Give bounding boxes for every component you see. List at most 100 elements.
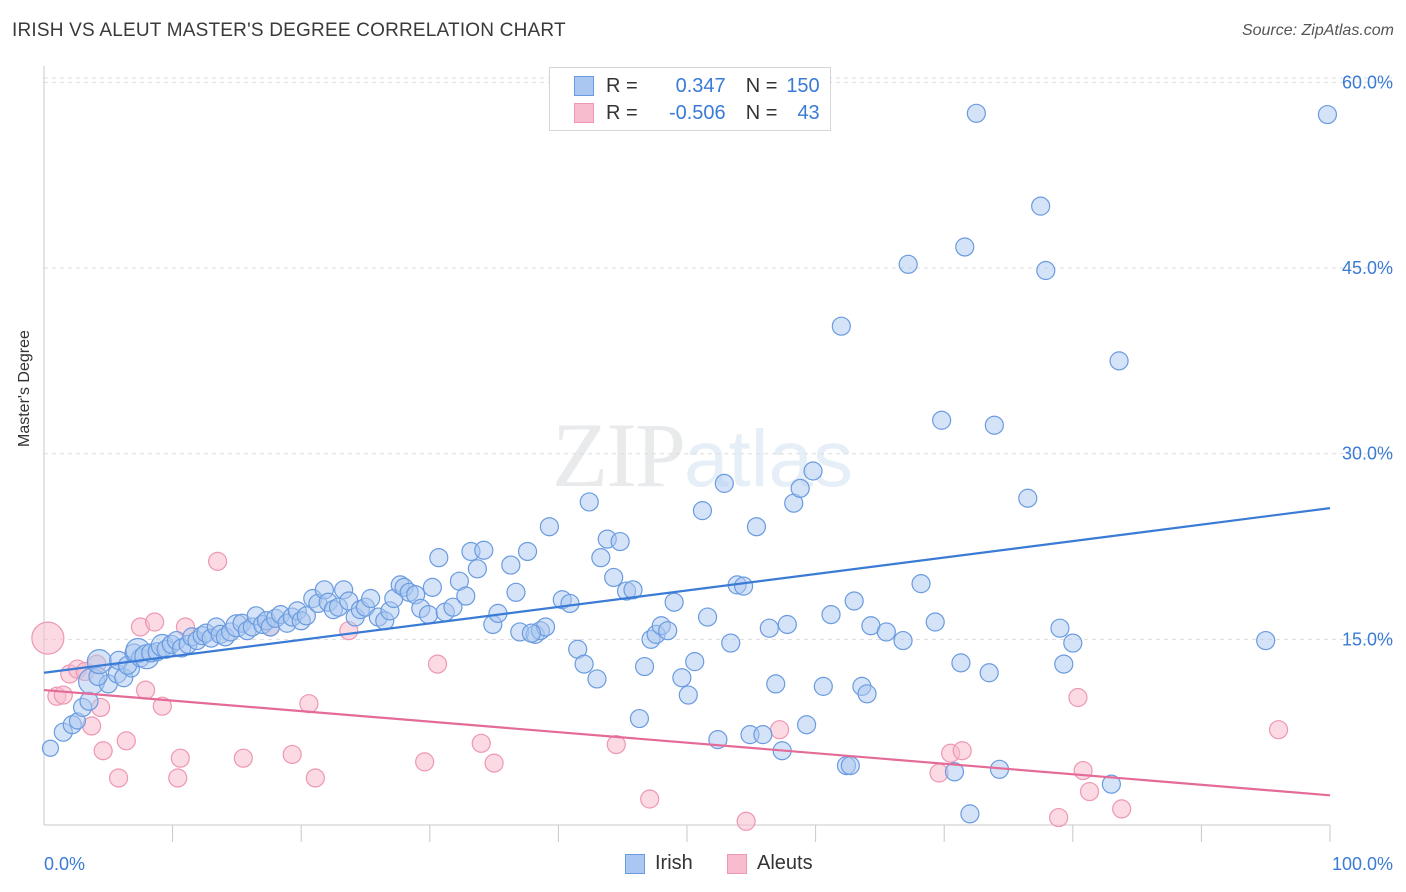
irish-point xyxy=(1018,488,1038,508)
aleut-point xyxy=(208,551,228,571)
irish-point xyxy=(1317,104,1338,125)
irish-r-label: R = xyxy=(606,74,638,97)
aleut-point xyxy=(282,744,302,765)
irish-point xyxy=(966,103,986,123)
irish-point xyxy=(664,592,684,612)
aleut-points xyxy=(31,551,1289,831)
irish-point xyxy=(685,652,705,672)
irish-point xyxy=(733,576,754,596)
irish-point xyxy=(610,531,630,552)
aleut-n-value: 43 xyxy=(797,101,820,124)
aleut-point xyxy=(1073,760,1093,781)
irish-point xyxy=(979,663,999,683)
irish-point xyxy=(692,501,713,521)
irish-point xyxy=(443,597,463,617)
aleut-point xyxy=(152,696,172,716)
source-credit: Source: ZipAtlas.com xyxy=(1241,22,1394,39)
irish-point xyxy=(1063,633,1083,653)
watermark-atlas: atlas xyxy=(684,414,853,503)
irish-point xyxy=(796,715,817,735)
irish-point xyxy=(753,725,773,745)
aleut-point xyxy=(93,741,113,761)
legend-row-aleut: R = -0.506 N = 43 xyxy=(574,100,820,126)
legend-item-aleut[interactable]: Aleuts xyxy=(727,852,813,875)
y-tick-label: 15.0% xyxy=(1342,629,1393,649)
irish-point xyxy=(898,254,918,274)
irish-point xyxy=(1054,654,1074,674)
aleut-point xyxy=(116,731,136,751)
irish-point xyxy=(361,588,381,609)
aleut-point xyxy=(170,748,190,768)
irish-point xyxy=(714,473,734,493)
aleut-point xyxy=(415,752,435,772)
irish-legend-swatch xyxy=(625,853,645,874)
legend-item-irish[interactable]: Irish xyxy=(625,852,693,875)
irish-point xyxy=(517,541,538,562)
aleut-legend-label: Aleuts xyxy=(757,852,813,874)
irish-point xyxy=(658,621,678,641)
aleut-legend-swatch xyxy=(727,853,747,874)
aleut-point xyxy=(1079,781,1100,802)
y-tick-label: 45.0% xyxy=(1342,258,1393,278)
irish-point xyxy=(932,410,952,430)
irish-trend-line xyxy=(43,507,1331,674)
aleut-point xyxy=(31,621,65,655)
irish-point xyxy=(41,739,60,757)
irish-point xyxy=(831,316,851,336)
irish-point xyxy=(1031,196,1051,216)
aleut-point xyxy=(53,685,73,705)
irish-point xyxy=(844,591,864,611)
irish-point xyxy=(418,604,439,625)
irish-point xyxy=(1101,774,1121,794)
irish-point xyxy=(911,574,931,594)
zipatlas-watermark: ZIPatlas xyxy=(552,402,853,508)
aleut-point xyxy=(1112,799,1132,819)
series-legend: Irish Aleuts xyxy=(0,852,1406,878)
irish-point xyxy=(86,649,112,675)
irish-point xyxy=(467,559,487,579)
aleut-n-label: N = xyxy=(745,101,778,124)
irish-point xyxy=(955,237,975,257)
aleut-point xyxy=(144,612,165,632)
irish-legend-label: Irish xyxy=(655,852,693,874)
irish-point xyxy=(506,582,526,602)
irish-point xyxy=(521,623,541,643)
irish-point xyxy=(1050,618,1070,638)
aleut-point xyxy=(299,694,319,714)
irish-point xyxy=(539,517,559,537)
irish-point xyxy=(422,577,442,597)
irish-point xyxy=(697,607,718,627)
irish-point xyxy=(759,618,779,638)
irish-point xyxy=(777,614,797,635)
irish-point xyxy=(840,755,860,776)
aleut-point xyxy=(427,654,448,674)
irish-point xyxy=(766,674,786,694)
irish-point xyxy=(876,622,896,642)
aleut-swatch xyxy=(574,103,594,123)
irish-points xyxy=(41,103,1338,824)
y-tick-label: 60.0% xyxy=(1342,72,1393,92)
irish-point xyxy=(925,612,945,632)
aleut-point xyxy=(168,768,188,788)
watermark-zip: ZIP xyxy=(552,404,686,506)
irish-point xyxy=(813,676,833,696)
aleut-point xyxy=(305,768,325,788)
irish-point xyxy=(634,656,655,677)
irish-point xyxy=(587,669,607,689)
irish-point xyxy=(501,555,521,575)
aleut-point xyxy=(135,680,156,700)
irish-point xyxy=(790,478,810,498)
irish-point xyxy=(579,492,599,512)
irish-point xyxy=(1109,351,1129,371)
irish-point xyxy=(984,415,1004,435)
aleut-point xyxy=(471,733,491,753)
irish-point xyxy=(857,684,877,704)
aleut-r-label: R = xyxy=(606,101,638,124)
irish-swatch xyxy=(574,76,594,96)
irish-point xyxy=(678,685,698,705)
irish-point xyxy=(672,668,692,688)
irish-point xyxy=(746,517,767,537)
aleut-point xyxy=(640,789,660,809)
